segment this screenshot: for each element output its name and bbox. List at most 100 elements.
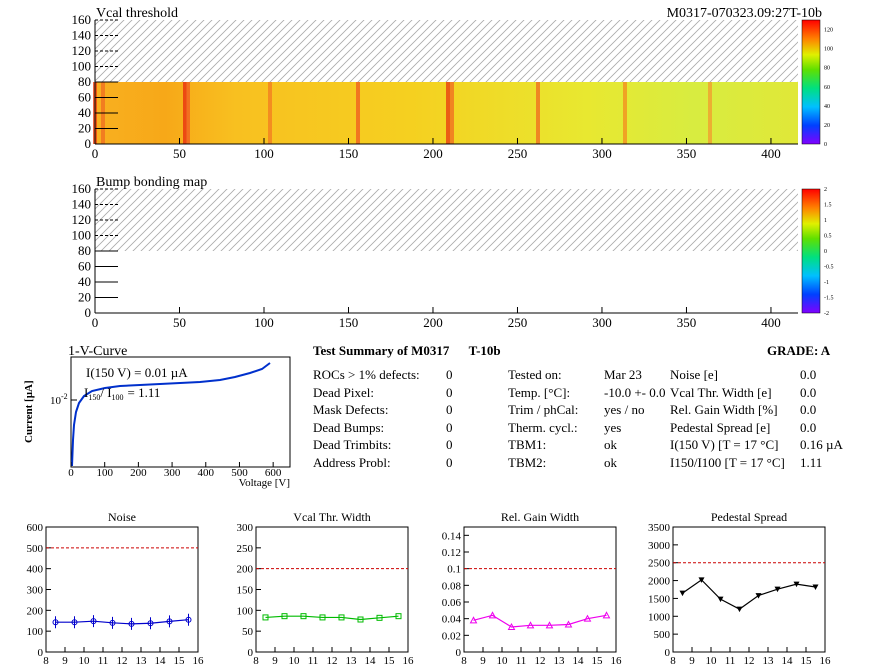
chart-xtick-label: 8 — [43, 655, 49, 667]
map-ytick-label: 80 — [78, 243, 91, 258]
palette-label: 2 — [824, 187, 827, 193]
vcal-stripe — [183, 82, 187, 144]
chart-point — [90, 618, 97, 625]
summary-label: Temp. [°C]: — [508, 384, 571, 400]
chart-xtick-label: 12 — [327, 655, 338, 667]
map-xtick-label: 100 — [254, 315, 274, 330]
iv-annotation-current: I(150 V) = 0.01 µA — [86, 365, 188, 380]
vcal-stripe — [536, 82, 540, 144]
chart-point — [812, 584, 819, 590]
vcal-stripe — [356, 82, 360, 144]
chart-point — [717, 596, 724, 603]
map-ytick-label: 0 — [85, 305, 92, 320]
map-xtick-label: 250 — [508, 315, 528, 330]
map-ytick-label: 160 — [72, 12, 92, 27]
chart-xtick-label: 16 — [611, 655, 623, 667]
iv-xtick-label: 500 — [231, 467, 248, 479]
map-ytick-label: 60 — [78, 90, 91, 105]
palette-label: 0.5 — [824, 234, 832, 240]
bump-x-ticks: 0 50 100 150 200 250 300 350 400 — [92, 307, 781, 330]
summary-title-text: Test Summary of M0317 — [313, 343, 450, 358]
chart-xtick-label: 8 — [461, 655, 467, 667]
chart-ytick-label: 1000 — [648, 611, 671, 623]
iv-x-ticks: 0 100 200 300 400 500 600 — [68, 462, 282, 479]
chart-xtick-label: 11 — [725, 655, 736, 667]
chart-1: Vcal Thr. Width 0 50 100 150 200 250 300 8 9 10 11 1… — [237, 510, 415, 667]
chart-frame — [672, 526, 826, 653]
chart-ytick-label: 300 — [27, 585, 44, 597]
map-xtick-label: 0 — [92, 146, 99, 161]
map-xtick-label: 150 — [339, 146, 359, 161]
module-id: M0317-070323.09:27T-10b — [667, 6, 822, 21]
chart-xtick-label: 9 — [272, 655, 278, 667]
chart-2: Rel. Gain Width 0 0.02 0.04 0.06 0.08 0.1 0.12 0… — [442, 510, 622, 667]
chart-point — [774, 586, 781, 593]
chart-xtick-label: 12 — [535, 655, 546, 667]
grade: GRADE: A — [767, 343, 831, 358]
summary-value: 1.11 — [800, 454, 823, 470]
chart-xtick-label: 11 — [308, 655, 319, 667]
chart-frame — [45, 526, 199, 653]
map-xtick-label: 350 — [677, 315, 697, 330]
vcal-stripe — [450, 82, 454, 144]
map-ytick-label: 140 — [72, 197, 92, 212]
chart-xtick-label: 14 — [782, 655, 794, 667]
chart-ytick-label: 2500 — [648, 558, 671, 570]
vcal-palette-scale: 0 20 40 60 80 100 120 — [824, 28, 833, 148]
chart-xtick-label: 8 — [670, 655, 676, 667]
iv-curve-plot: 1-V-Curve I(150 V) = 0.01 µA I150/ I100 =… — [23, 344, 291, 489]
vcal-stripe — [446, 82, 450, 144]
map-ytick-label: 40 — [78, 274, 91, 289]
chart-point — [526, 621, 535, 629]
palette-label: 100 — [824, 47, 833, 53]
chart-ytick-label: 2000 — [648, 576, 671, 588]
iv-xtick-label: 300 — [164, 467, 181, 479]
summary-value: 0 — [446, 454, 453, 470]
chart-point — [147, 620, 154, 627]
chart-point — [469, 616, 478, 624]
chart-xtick-label: 9 — [480, 655, 486, 667]
chart-ytick-label: 100 — [237, 605, 254, 617]
map-ytick-label: 100 — [72, 228, 92, 243]
summary-value: 0 — [446, 419, 453, 435]
chart-ytick-label: 0 — [38, 647, 44, 659]
chart-point — [395, 613, 402, 620]
summary-title: Test Summary of M0317 T-10b — [313, 343, 501, 359]
chart-point — [602, 611, 611, 619]
chart-series-line — [682, 579, 816, 610]
palette-label: -1 — [824, 280, 829, 286]
chart-point — [376, 614, 383, 621]
chart-ytick-label: 100 — [27, 626, 44, 638]
map-xtick-label: 300 — [592, 146, 612, 161]
summary-value: yes — [604, 419, 622, 435]
palette-label: 0 — [824, 142, 827, 148]
summary-tag: T-10b — [468, 343, 501, 358]
map-xtick-label: 200 — [423, 315, 443, 330]
summary-value: ok — [604, 454, 617, 470]
summary-label: Address Probl: — [313, 454, 391, 470]
chart-ytick-label: 1500 — [648, 593, 671, 605]
chart-point — [698, 577, 705, 583]
summary-value: 0.0 — [800, 402, 817, 417]
vcal-stripe — [623, 82, 627, 144]
iv-ytick-label: 10-2 — [50, 392, 68, 407]
chart-xtick-label: 13 — [763, 655, 775, 667]
chart-point — [679, 590, 686, 597]
chart-xtick-label: 10 — [706, 655, 718, 667]
summary-value: 0 — [446, 384, 453, 400]
iv-ylabel: Current [µA] — [23, 380, 35, 443]
chart-point — [300, 613, 307, 620]
chart-ytick-label: 0 — [248, 647, 254, 659]
chart-ytick-label: 0.06 — [442, 597, 462, 609]
summary-label: Dead Pixel: — [313, 384, 375, 400]
chart-ytick-label: 300 — [237, 522, 254, 534]
vcal-hatch-area — [95, 20, 798, 82]
map-ytick-label: 160 — [72, 181, 92, 196]
chart-ytick-label: 3500 — [648, 522, 671, 534]
summary-label: Trim / phCal: — [508, 402, 579, 417]
chart-ytick-label: 0.1 — [447, 564, 461, 576]
chart-point — [357, 616, 364, 623]
chart-ytick-label: 50 — [242, 626, 254, 638]
